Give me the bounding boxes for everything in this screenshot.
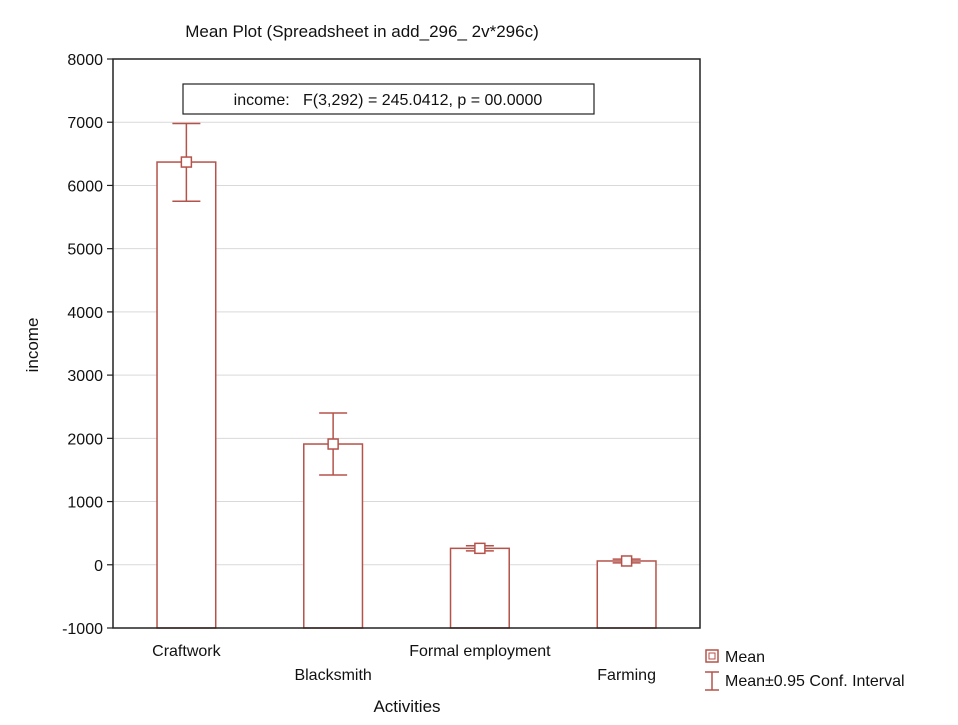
y-axis-label: income	[23, 318, 42, 373]
mean-marker-blacksmith	[327, 438, 339, 450]
bars	[156, 122, 657, 629]
legend-ci-label: Mean±0.95 Conf. Interval	[725, 673, 905, 690]
y-tick-label-6: 5000	[67, 242, 103, 259]
y-tick-label-1: 0	[94, 558, 103, 575]
x-tick-label-farming: Farming	[597, 667, 656, 684]
y-tick-label-8: 7000	[67, 115, 103, 132]
bar-craftwork	[156, 161, 217, 629]
legend-mean-label: Mean	[725, 649, 765, 666]
y-ticks: -1000 0 1000 2000 3000 4000 5000 6000 7000 8000	[62, 52, 113, 638]
y-tick-label-3: 2000	[67, 431, 103, 448]
stats-annotation-box	[182, 83, 595, 115]
x-tick-label-blacksmith: Blacksmith	[294, 667, 371, 684]
bar-group-formal-employment	[449, 542, 510, 629]
plot-frame	[112, 58, 701, 629]
x-axis-label: Activities	[373, 697, 440, 716]
y-tick-label-0: -1000	[62, 621, 103, 638]
y-tick-label-5: 4000	[67, 305, 103, 322]
x-tick-label-formal-employment: Formal employment	[409, 643, 551, 660]
legend-mean-marker-inner	[708, 652, 716, 660]
stats-annotation-text: income: F(3,292) = 245.0412, p = 00.0000	[234, 92, 543, 109]
y-tick-label-7: 6000	[67, 178, 103, 195]
bar-group-blacksmith	[303, 412, 364, 629]
y-tick-label-9: 8000	[67, 52, 103, 69]
stats-annotation: income: F(3,292) = 245.0412, p = 00.0000	[182, 83, 595, 115]
y-tick-label-4: 3000	[67, 368, 103, 385]
chart-title: Mean Plot (Spreadsheet in add_296_ 2v*29…	[185, 22, 538, 41]
legend: Mean Mean±0.95 Conf. Interval	[705, 649, 905, 691]
mean-marker-craftwork	[180, 156, 193, 168]
y-tick-label-2: 1000	[67, 495, 103, 512]
mean-marker-farming	[620, 555, 633, 567]
bar-formal-employment	[449, 547, 510, 629]
bar-group-farming	[596, 555, 657, 629]
x-categories: Craftwork Blacksmith Formal employment Farm…	[152, 643, 656, 684]
bar-farming	[596, 560, 657, 629]
legend-mean-marker	[705, 649, 719, 663]
bar-group-craftwork	[156, 122, 217, 629]
mean-marker-formal-employment	[474, 542, 486, 555]
x-tick-label-craftwork: Craftwork	[152, 643, 221, 660]
